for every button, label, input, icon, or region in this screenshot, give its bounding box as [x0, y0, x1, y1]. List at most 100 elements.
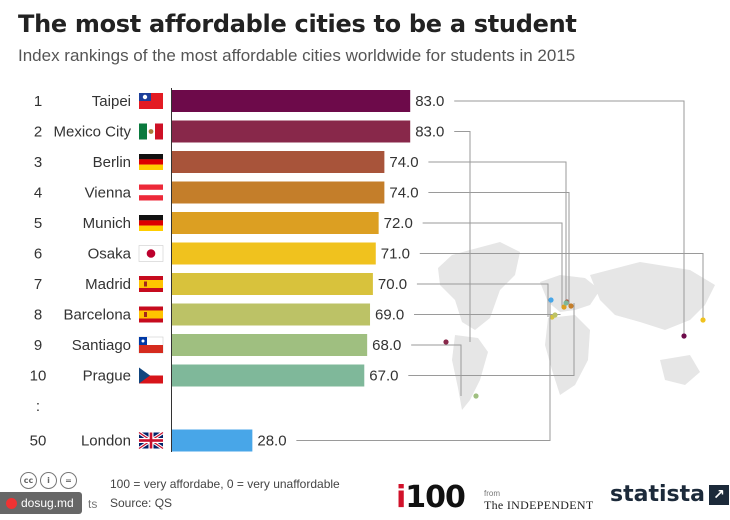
city-label: Madrid	[85, 276, 131, 293]
taiwan-flag	[139, 93, 163, 109]
connector-lines	[296, 100, 706, 441]
connector-line	[416, 283, 549, 317]
map-marker	[552, 312, 558, 318]
map-landmass	[540, 275, 600, 312]
austria-flag	[139, 184, 163, 201]
map-marker	[443, 339, 449, 345]
i100-logo: i100	[396, 480, 466, 515]
spain-flag	[139, 306, 163, 323]
cc-icon: cc	[20, 472, 37, 489]
city-label: Osaka	[88, 246, 132, 263]
connector-line	[411, 344, 462, 396]
spain-flag	[139, 276, 163, 292]
connector-line	[428, 161, 567, 302]
value-label: 67.0	[369, 368, 398, 385]
map-marker	[561, 304, 567, 310]
bar-row: 8 Barcelona 69.0	[34, 303, 404, 326]
bar	[172, 90, 411, 112]
bar-row: 7 Madrid 70.0	[34, 273, 407, 295]
bar	[172, 181, 385, 204]
connector-line	[454, 100, 685, 336]
city-label: Berlin	[93, 154, 131, 171]
map-landmass	[438, 242, 520, 330]
bar	[172, 212, 379, 234]
world-map	[438, 242, 715, 410]
city-label: London	[81, 433, 131, 450]
connector-line	[408, 303, 575, 376]
scale-note: 100 = very affordabe, 0 = very unafforda…	[110, 477, 340, 491]
map-marker	[681, 333, 687, 339]
bar-row: 1 Taipei 83.0	[34, 90, 444, 112]
rank-label: 1	[34, 93, 42, 110]
rank-label: 50	[30, 433, 47, 450]
value-label: 74.0	[389, 185, 418, 202]
chile-flag	[138, 336, 164, 354]
value-label: 70.0	[378, 276, 407, 293]
city-label: Santiago	[72, 337, 131, 354]
germany-flag	[139, 154, 163, 170]
connector-line	[422, 222, 563, 307]
city-label: Munich	[83, 215, 131, 232]
value-label: 74.0	[389, 154, 418, 171]
rank-label: 4	[34, 185, 42, 202]
mexico-flag	[139, 123, 163, 140]
value-label: 83.0	[415, 93, 444, 110]
connector-line	[414, 314, 561, 315]
value-label: 83.0	[415, 124, 444, 141]
value-label: 28.0	[257, 433, 286, 450]
rank-label: 5	[34, 215, 42, 232]
map-landmass	[590, 262, 715, 330]
connector-line	[296, 300, 551, 441]
attribution-tail: ts	[88, 497, 98, 511]
rank-label: 3	[34, 154, 42, 171]
rank-label: :	[36, 398, 40, 415]
city-label: Vienna	[85, 185, 132, 202]
i100-logo-number: 100	[405, 480, 466, 515]
rank-label: 9	[34, 337, 42, 354]
city-label: Prague	[83, 368, 131, 385]
brand-from: from	[484, 489, 500, 498]
city-label: Barcelona	[63, 307, 131, 324]
japan-flag	[138, 245, 164, 262]
city-label: Mexico City	[53, 124, 131, 141]
bar	[172, 151, 385, 173]
connector-line	[454, 131, 471, 342]
bar-row: 5 Munich 72.0	[34, 212, 413, 234]
value-label: 69.0	[375, 307, 404, 324]
value-label: 68.0	[372, 337, 401, 354]
watermark-text: dosug.md	[21, 496, 74, 510]
rank-label: 10	[30, 368, 47, 385]
watermark: dosug.md	[0, 492, 82, 514]
bar-row: 4 Vienna 74.0	[34, 181, 419, 204]
value-label: 71.0	[381, 246, 410, 263]
rank-label: 7	[34, 276, 42, 293]
map-marker	[700, 317, 706, 323]
bar	[172, 364, 365, 387]
czech-flag	[139, 367, 163, 384]
map-marker	[563, 300, 569, 306]
map-landmass	[545, 315, 590, 395]
bar	[172, 273, 373, 295]
bar	[172, 120, 411, 143]
statista-logo-icon: ↗	[708, 484, 729, 505]
city-label: Taipei	[92, 93, 131, 110]
bar-row: 9 Santiago 68.0	[34, 334, 401, 356]
nd-icon: =	[60, 472, 77, 489]
independent-logo: The INDEPENDENT	[484, 498, 594, 512]
map-marker	[568, 303, 574, 309]
value-label: 72.0	[384, 215, 413, 232]
rank-label: 2	[34, 124, 42, 141]
statista-logo: statista ↗	[610, 482, 729, 507]
map-marker	[548, 297, 554, 303]
bar	[172, 242, 376, 265]
bar	[172, 303, 371, 326]
bar-row: 50 London 28.0	[30, 429, 287, 452]
bar-row: 2 Mexico City 83.0	[34, 120, 444, 143]
rank-label: 8	[34, 307, 42, 324]
map-landmass	[660, 355, 700, 385]
bar-row: :	[36, 398, 40, 415]
bar-row: 3 Berlin 74.0	[34, 151, 419, 173]
statista-wordmark: statista	[610, 482, 705, 507]
license-icons: cc i =	[20, 472, 77, 489]
i100-logo-i: i	[396, 480, 406, 515]
